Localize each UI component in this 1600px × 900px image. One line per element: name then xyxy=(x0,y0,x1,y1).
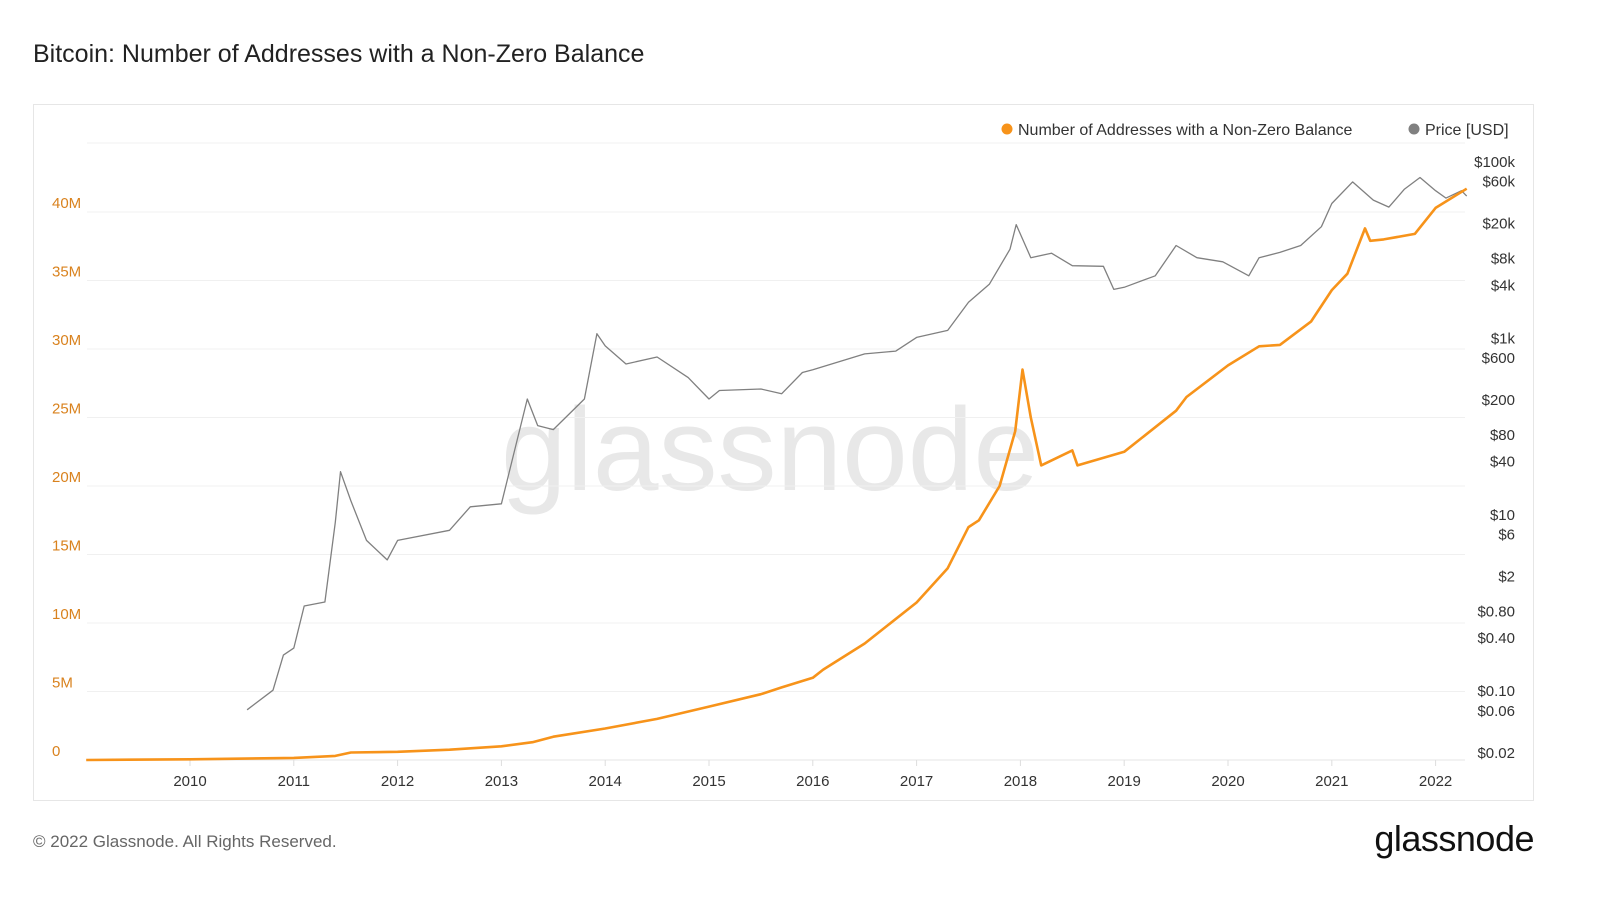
price-line xyxy=(246,176,1468,711)
x-tick-label: 2014 xyxy=(589,773,622,790)
y-right-tick-label: $100k xyxy=(1474,154,1515,171)
y-left-tick-label: 35M xyxy=(52,264,81,281)
chart-frame xyxy=(33,104,1534,801)
y-right-tick-label: $4k xyxy=(1491,277,1516,294)
legend-addresses-marker xyxy=(1001,123,1013,135)
y-right-tick-label: $200 xyxy=(1482,392,1515,409)
y-right-tick-label: $2 xyxy=(1498,568,1515,585)
x-tick-label: 2016 xyxy=(796,773,829,790)
y-right-tick-label: $0.40 xyxy=(1477,630,1515,647)
legend-price-marker xyxy=(1408,123,1420,135)
x-tick-label: 2012 xyxy=(381,773,414,790)
y-right-tick-label: $20k xyxy=(1482,216,1515,233)
y-right-tick-label: $0.02 xyxy=(1477,745,1515,762)
y-right-tick-label: $0.80 xyxy=(1477,604,1515,621)
y-right-tick-label: $60k xyxy=(1482,174,1515,191)
x-tick-label: 2021 xyxy=(1315,773,1348,790)
copyright-footer: © 2022 Glassnode. All Rights Reserved. xyxy=(33,832,337,851)
y-right-tick-label: $6 xyxy=(1498,526,1515,543)
addresses-line xyxy=(86,187,1468,762)
y-left-tick-label: 10M xyxy=(52,606,81,623)
y-right-tick-label: $1k xyxy=(1491,330,1516,347)
x-tick-label: 2020 xyxy=(1211,773,1244,790)
x-tick-label: 2018 xyxy=(1004,773,1037,790)
x-tick-label: 2019 xyxy=(1108,773,1141,790)
y-right-tick-label: $600 xyxy=(1482,350,1515,367)
chart-title: Bitcoin: Number of Addresses with a Non-… xyxy=(33,40,645,68)
watermark: glassnode xyxy=(501,384,1039,516)
y-left-tick-label: 40M xyxy=(52,195,81,212)
y-left-tick-label: 0 xyxy=(52,743,60,760)
y-left-tick-label: 25M xyxy=(52,401,81,418)
y-left-tick-label: 15M xyxy=(52,538,81,555)
x-tick-label: 2011 xyxy=(278,773,310,790)
glassnode-logo: glassnode xyxy=(1374,818,1534,859)
x-tick-label: 2013 xyxy=(485,773,518,790)
y-left-tick-label: 30M xyxy=(52,332,81,349)
y-left-tick-label: 20M xyxy=(52,469,81,486)
y-right-tick-label: $80 xyxy=(1490,427,1515,444)
x-tick-label: 2022 xyxy=(1419,773,1452,790)
y-right-tick-label: $8k xyxy=(1491,251,1516,268)
x-tick-label: 2017 xyxy=(900,773,933,790)
y-right-tick-label: $0.10 xyxy=(1477,683,1515,700)
y-right-tick-label: $40 xyxy=(1490,454,1515,471)
x-tick-label: 2015 xyxy=(692,773,725,790)
y-right-tick-label: $0.06 xyxy=(1477,703,1515,720)
y-left-tick-label: 5M xyxy=(52,675,73,692)
legend-price-label[interactable]: Price [USD] xyxy=(1425,122,1509,139)
y-right-tick-label: $10 xyxy=(1490,507,1515,524)
x-tick-label: 2010 xyxy=(173,773,206,790)
legend-addresses-label[interactable]: Number of Addresses with a Non-Zero Bala… xyxy=(1018,122,1352,139)
